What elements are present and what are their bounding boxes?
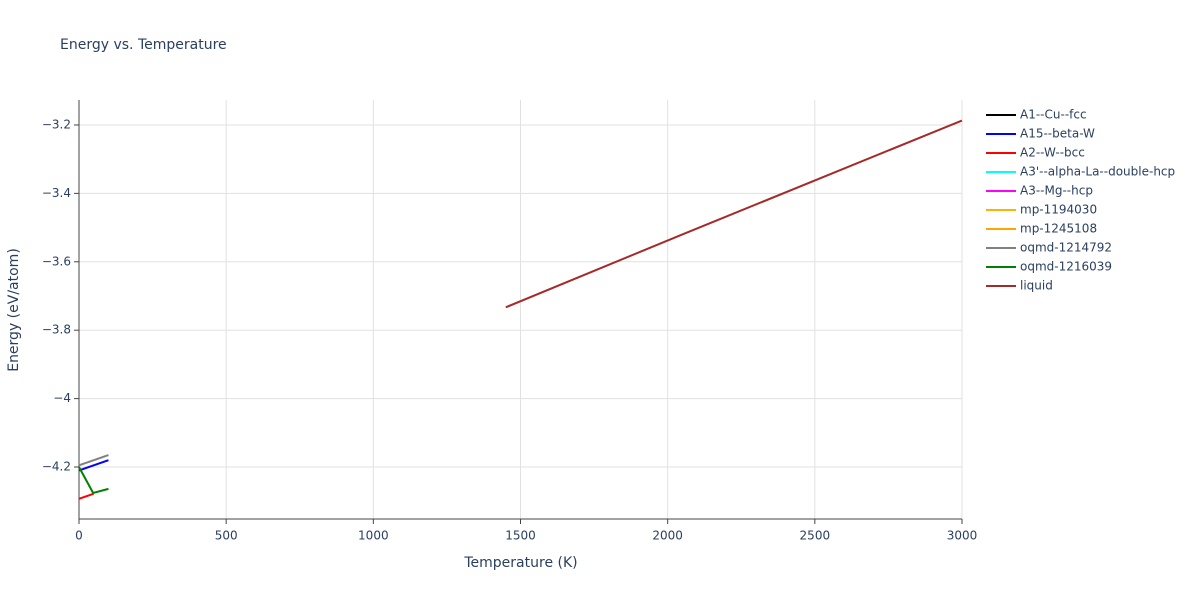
legend-label: oqmd-1214792 — [1020, 241, 1112, 255]
legend-label: A15--beta-W — [1020, 127, 1095, 141]
x-tick-label: 2000 — [652, 529, 683, 543]
legend-label: A3--Mg--hcp — [1020, 184, 1093, 198]
legend-label: A2--W--bcc — [1020, 146, 1085, 160]
legend-label: A1--Cu--fcc — [1020, 108, 1087, 122]
y-tick-label: −3.8 — [42, 323, 71, 337]
y-tick-label: −3.2 — [42, 117, 71, 131]
series-line — [78, 459, 109, 472]
series-line — [78, 492, 95, 500]
x-tick-label: 500 — [215, 529, 238, 543]
x-tick-label: 2500 — [800, 529, 831, 543]
series-line — [78, 454, 109, 467]
chart-title: Energy vs. Temperature — [60, 37, 227, 53]
x-tick-label: 3000 — [947, 529, 978, 543]
x-tick-label: 0 — [75, 529, 83, 543]
x-tick-label: 1000 — [358, 529, 389, 543]
x-axis-label: Temperature (K) — [463, 555, 577, 571]
legend-label: liquid — [1020, 279, 1053, 293]
y-tick-label: −4.2 — [42, 460, 71, 474]
legend-label: mp-1194030 — [1020, 203, 1097, 217]
legend-label: oqmd-1216039 — [1020, 260, 1112, 274]
y-tick-label: −3.4 — [42, 186, 71, 200]
series-line — [505, 119, 963, 309]
y-tick-label: −4 — [53, 391, 71, 405]
series-line — [78, 466, 109, 495]
legend-label: A3'--alpha-La--double-hcp — [1020, 165, 1175, 179]
x-tick-label: 1500 — [505, 529, 536, 543]
y-axis-label: Energy (eV/atom) — [6, 248, 22, 372]
legend-label: mp-1245108 — [1020, 222, 1097, 236]
y-tick-label: −3.6 — [42, 254, 71, 268]
